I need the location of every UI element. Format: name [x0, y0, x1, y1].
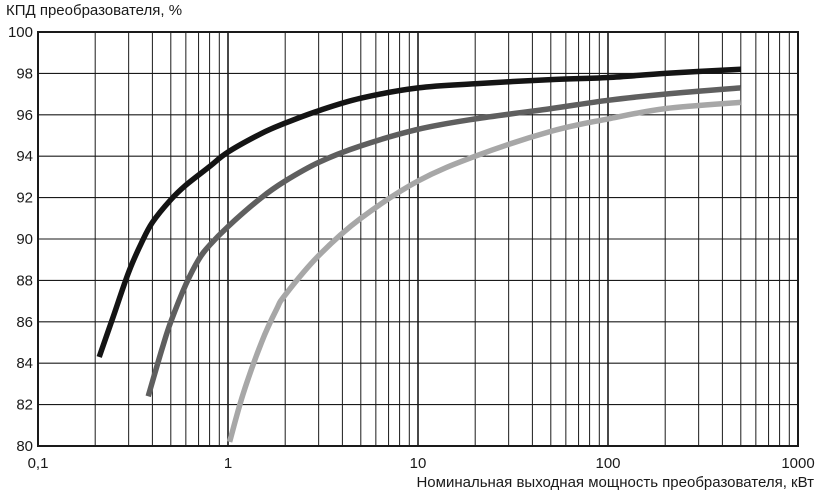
- y-tick-label: 86: [16, 314, 33, 331]
- y-axis-title: КПД преобразователя, %: [6, 2, 182, 19]
- x-tick-label: 1: [224, 455, 232, 472]
- y-tick-label: 94: [16, 148, 33, 165]
- series-group: [96, 66, 742, 443]
- series-line-2: [145, 85, 742, 398]
- x-axis-ticks: 0,1 1 10 100 1000: [28, 455, 815, 472]
- x-tick-label: 100: [595, 455, 620, 472]
- y-tick-label: 100: [8, 24, 33, 41]
- y-tick-label: 80: [16, 438, 33, 455]
- y-axis-ticks: 80 82 84 86 88 90 92 94 96 98 100: [8, 24, 33, 455]
- y-tick-label: 88: [16, 272, 33, 289]
- y-tick-label: 84: [16, 355, 33, 372]
- y-tick-label: 96: [16, 107, 33, 124]
- series-line-1: [96, 66, 741, 358]
- plot-frame: [37, 31, 799, 447]
- x-tick-label: 10: [410, 455, 427, 472]
- y-tick-label: 90: [16, 231, 33, 248]
- series-line-3: [226, 99, 742, 443]
- x-tick-label: 1000: [781, 455, 814, 472]
- y-tick-label: 98: [16, 65, 33, 82]
- x-tick-label: 0,1: [28, 455, 49, 472]
- y-tick-label: 82: [16, 397, 33, 414]
- x-axis-title: Номинальная выходная мощность преобразов…: [416, 474, 814, 491]
- y-tick-label: 92: [16, 190, 33, 207]
